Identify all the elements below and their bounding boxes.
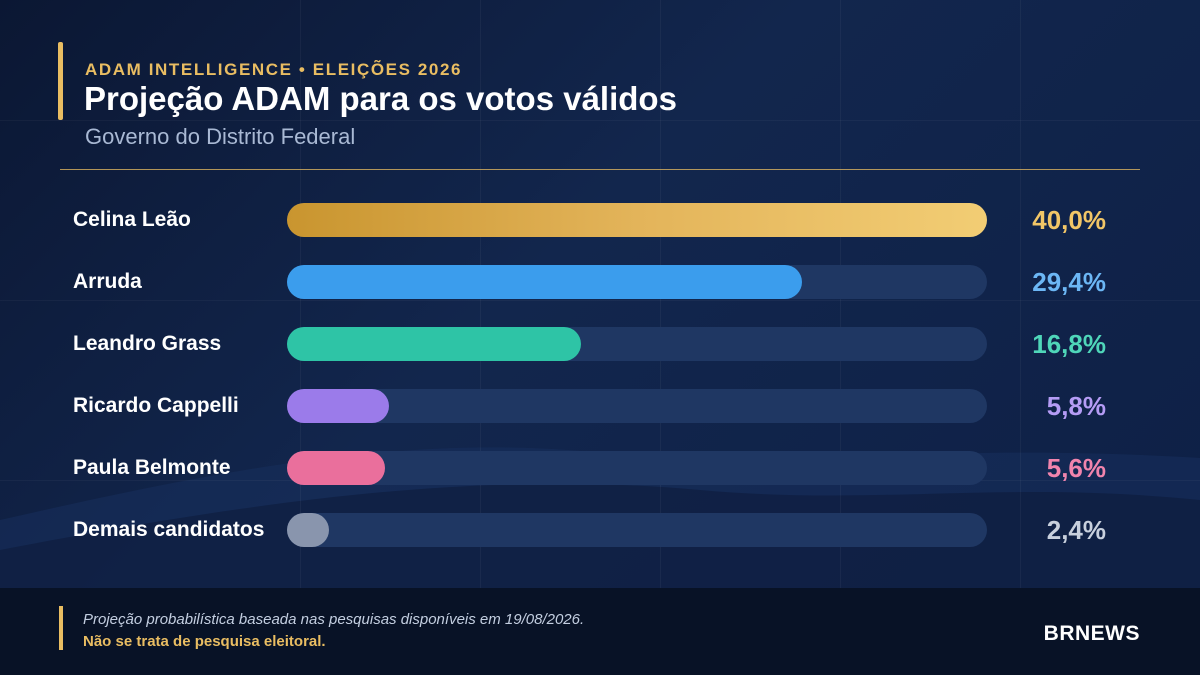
chart-title: Projeção ADAM para os votos válidos	[84, 80, 677, 117]
brand-logo: BRNEWS	[1043, 622, 1140, 645]
bar-track	[287, 451, 987, 485]
bar-track	[287, 265, 987, 299]
header-divider	[60, 169, 1140, 170]
grid-line	[0, 300, 1200, 301]
bar	[287, 513, 329, 547]
value-label: 16,8%	[1032, 329, 1106, 359]
chart-subtitle: Governo do Distrito Federal	[85, 124, 356, 149]
bar-track	[287, 203, 987, 237]
bar-row: Demais candidatos 2,4%	[0, 512, 1200, 548]
bar	[287, 389, 389, 423]
bar-track	[287, 389, 987, 423]
bar-row: Ricardo Cappelli 5,8%	[0, 388, 1200, 424]
category-label: Celina Leão	[73, 208, 191, 231]
footer-disclaimer: Não se trata de pesquisa eleitoral.	[83, 633, 326, 650]
value-label: 29,4%	[1032, 267, 1106, 297]
value-label: 5,6%	[1046, 453, 1106, 483]
footer-note: Projeção probabilística baseada nas pesq…	[83, 611, 585, 628]
value-label: 5,8%	[1046, 391, 1106, 421]
bar-row: Celina Leão 40,0%	[0, 202, 1200, 238]
value-label: 40,0%	[1032, 205, 1106, 235]
bar-row: Leandro Grass 16,8%	[0, 326, 1200, 362]
bar-track	[287, 513, 987, 547]
bar-row: Paula Belmonte 5,6%	[0, 450, 1200, 486]
header-accent-bar	[58, 42, 63, 120]
bar	[287, 327, 581, 361]
bar	[287, 265, 802, 299]
bar-track	[287, 327, 987, 361]
footer: Projeção probabilística baseada nas pesq…	[0, 588, 1200, 675]
footer-accent-bar	[59, 606, 63, 650]
header-kicker: ADAM INTELLIGENCE • ELEIÇÕES 2026	[85, 60, 463, 79]
category-label: Ricardo Cappelli	[73, 394, 239, 417]
category-label: Paula Belmonte	[73, 456, 231, 479]
background	[0, 0, 1200, 588]
grid-line	[1020, 0, 1021, 588]
bar	[287, 203, 987, 237]
category-label: Leandro Grass	[73, 332, 222, 355]
bar-row: Arruda 29,4%	[0, 264, 1200, 300]
value-label: 2,4%	[1046, 515, 1106, 545]
category-label: Demais candidatos	[73, 518, 265, 541]
category-label: Arruda	[73, 270, 142, 293]
bar	[287, 451, 385, 485]
grid-line	[0, 120, 1200, 121]
